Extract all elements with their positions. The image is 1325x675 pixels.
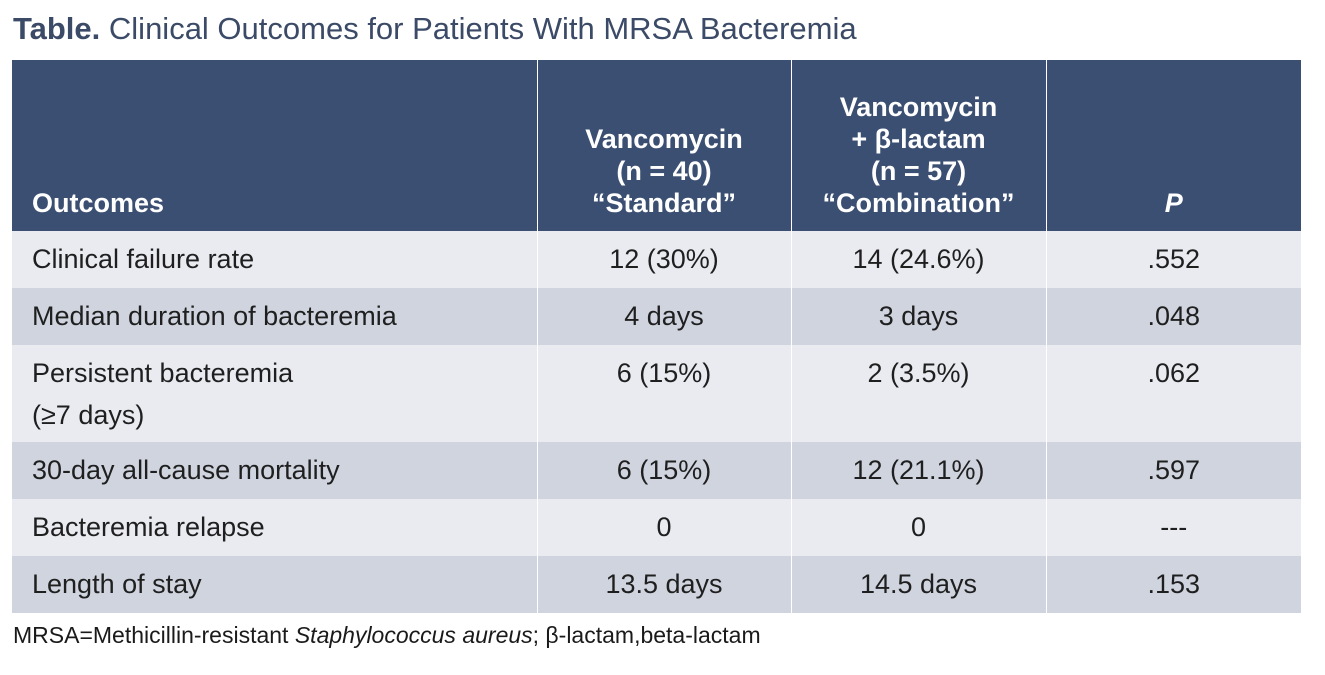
footnote-text-end: ; β-lactam,beta-lactam xyxy=(532,622,761,648)
table-row: Persistent bacteremia (≥7 days) 6 (15%) … xyxy=(12,345,1301,442)
cell-p: .552 xyxy=(1045,231,1301,288)
header-combination-line: Vancomycin xyxy=(839,92,998,122)
header-combination-line: + β-lactam xyxy=(851,124,986,154)
cell-p: .153 xyxy=(1045,556,1301,613)
cell-p: .062 xyxy=(1045,345,1301,442)
table-title-lead: Table. xyxy=(13,11,101,46)
cell-combination: 14 (24.6%) xyxy=(790,231,1046,288)
table-row: Clinical failure rate 12 (30%) 14 (24.6%… xyxy=(12,231,1301,288)
cell-outcome-line1: Persistent bacteremia xyxy=(32,358,294,388)
cell-outcome: Length of stay xyxy=(12,556,537,613)
header-combination: Vancomycin + β-lactam (n = 57) “Combinat… xyxy=(790,60,1046,231)
outcomes-table: Outcomes Vancomycin (n = 40) “Standard” … xyxy=(12,60,1301,613)
cell-standard: 6 (15%) xyxy=(536,345,791,442)
cell-combination: 14.5 days xyxy=(790,556,1046,613)
cell-outcome: Bacteremia relapse xyxy=(12,499,537,556)
cell-combination: 3 days xyxy=(790,288,1046,345)
header-combination-line: (n = 57) xyxy=(870,156,967,186)
footnote-text: MRSA=Methicillin-resistant xyxy=(13,622,295,648)
table-title: Table. Clinical Outcomes for Patients Wi… xyxy=(13,10,857,48)
cell-p: .597 xyxy=(1045,442,1301,499)
cell-combination: 12 (21.1%) xyxy=(790,442,1046,499)
cell-outcome: 30-day all-cause mortality xyxy=(12,442,537,499)
table-footnote: MRSA=Methicillin-resistant Staphylococcu… xyxy=(13,620,761,650)
cell-outcome: Clinical failure rate xyxy=(12,231,537,288)
cell-outcome: Median duration of bacteremia xyxy=(12,288,537,345)
header-combination-line: “Combination” xyxy=(822,188,1015,218)
cell-standard: 4 days xyxy=(536,288,791,345)
header-standard: Vancomycin (n = 40) “Standard” xyxy=(536,60,791,231)
cell-p: .048 xyxy=(1045,288,1301,345)
header-standard-line: “Standard” xyxy=(591,188,737,218)
table-title-text: Clinical Outcomes for Patients With MRSA… xyxy=(108,11,857,46)
cell-p: --- xyxy=(1045,499,1301,556)
header-p-label: P xyxy=(1164,188,1183,218)
table-row: Median duration of bacteremia 4 days 3 d… xyxy=(12,288,1301,345)
header-outcomes: Outcomes xyxy=(12,60,537,231)
cell-outcome-line2: (≥7 days) xyxy=(32,400,145,430)
cell-outcome: Persistent bacteremia (≥7 days) xyxy=(12,345,537,442)
cell-standard: 6 (15%) xyxy=(536,442,791,499)
header-standard-line: (n = 40) xyxy=(616,156,712,186)
table-row: Length of stay 13.5 days 14.5 days .153 xyxy=(12,556,1301,613)
cell-standard: 13.5 days xyxy=(536,556,791,613)
header-row: Outcomes Vancomycin (n = 40) “Standard” … xyxy=(12,60,1301,231)
header-p: P xyxy=(1045,60,1301,231)
footnote-species: Staphylococcus aureus xyxy=(294,622,533,648)
table-row: 30-day all-cause mortality 6 (15%) 12 (2… xyxy=(12,442,1301,499)
table-row: Bacteremia relapse 0 0 --- xyxy=(12,499,1301,556)
cell-standard: 0 xyxy=(536,499,791,556)
header-standard-line: Vancomycin xyxy=(585,124,743,154)
cell-combination: 2 (3.5%) xyxy=(790,345,1046,442)
cell-standard: 12 (30%) xyxy=(536,231,791,288)
cell-combination: 0 xyxy=(790,499,1046,556)
